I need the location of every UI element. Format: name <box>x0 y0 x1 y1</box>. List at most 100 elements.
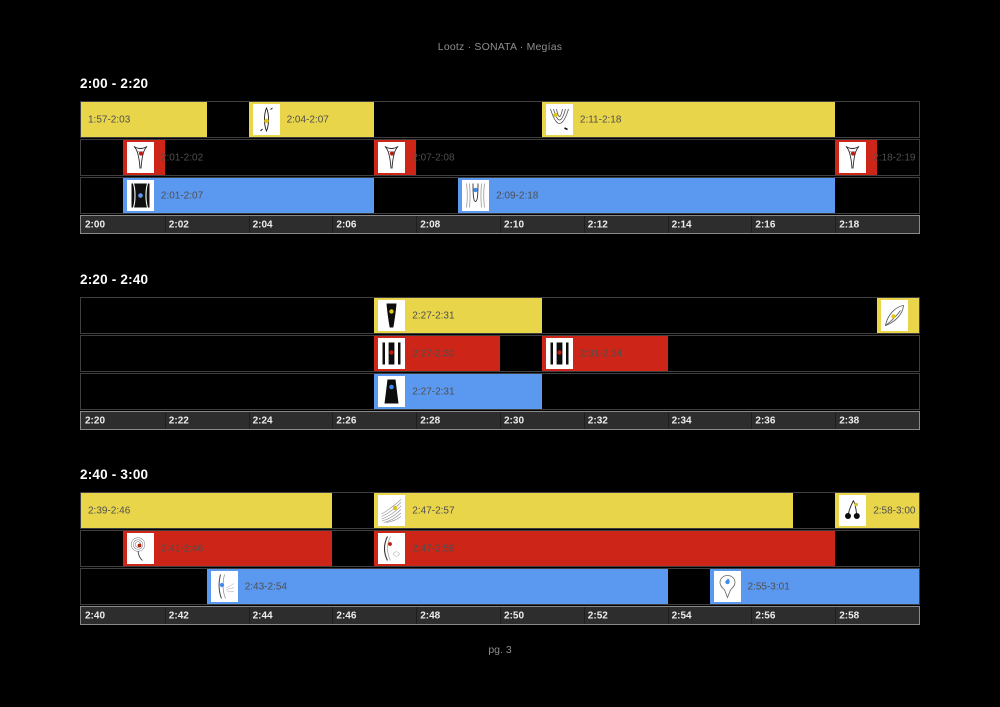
tick-label: 2:56 <box>755 610 776 621</box>
segment-label: 2:43-2:54 <box>244 581 287 592</box>
tick-label: 2:40 <box>85 610 106 621</box>
segment-label: 2:31-2:34 <box>579 348 623 359</box>
tick-divider <box>835 216 837 233</box>
tick-label: 2:44 <box>252 610 273 621</box>
tick-label: 2:08 <box>420 219 441 230</box>
timeline-row-red: 2:01-2:02 2:07-2:08 2:18-2:19 <box>80 139 920 176</box>
timeline-segment: 2:18-2:19 <box>835 140 915 175</box>
timeline-section: 2:40 - 3:00 2:39-2:46 2:47-2:57 2:58-3:00 2:… <box>80 467 920 625</box>
segment-label: 2:47-2:58 <box>412 543 455 554</box>
nested-arcs-icon <box>545 104 573 135</box>
timeline-row-blue: 2:43-2:54 2:55-3:01 <box>80 568 920 605</box>
tick-divider <box>332 412 334 429</box>
tick-divider <box>164 412 166 429</box>
tick-label: 2:16 <box>755 219 776 230</box>
tick-divider <box>583 216 585 233</box>
tick-label: 2:06 <box>336 219 357 230</box>
segment-label: 2:39-2:46 <box>88 505 131 516</box>
timeline-segment <box>877 298 919 333</box>
tick-label: 2:18 <box>839 219 860 230</box>
timeline-segment: 2:55-3:01 <box>709 569 919 604</box>
arc-swirl-icon <box>378 533 406 564</box>
timeline-segment: 2:11-2:18 <box>541 102 836 137</box>
timeline-segment: 2:31-2:34 <box>541 336 668 371</box>
tick-label: 2:54 <box>671 610 692 621</box>
segment-label: 2:58-3:00 <box>873 505 916 516</box>
tick-label: 2:42 <box>168 610 189 621</box>
banded-square-icon <box>545 338 573 369</box>
tick-label: 2:02 <box>168 219 189 230</box>
tick-label: 2:50 <box>504 610 525 621</box>
tick-label: 2:12 <box>587 219 608 230</box>
timeline-segment: 1:57-2:03 <box>81 102 207 137</box>
timeline-row-blue: 2:01-2:07 2:09-2:18 <box>80 177 920 214</box>
banded-square-icon <box>378 338 406 369</box>
tick-label: 2:10 <box>504 219 525 230</box>
tick-divider <box>667 607 669 624</box>
page-number: pg. 3 <box>488 644 512 656</box>
tick-label: 2:24 <box>252 415 273 426</box>
funnel-icon <box>839 142 867 173</box>
tick-label: 2:04 <box>252 219 273 230</box>
segment-label: 2:07-2:08 <box>412 152 455 163</box>
tick-divider <box>164 607 166 624</box>
tick-divider <box>416 216 418 233</box>
tick-label: 2:28 <box>420 415 441 426</box>
tick-divider <box>248 607 250 624</box>
segment-label: 1:57-2:03 <box>88 114 131 125</box>
curtain-icon <box>126 180 154 211</box>
leaf-icon <box>881 300 909 331</box>
page-title: Lootz · SONATA · Megías <box>437 41 563 53</box>
timeline-segment: 2:43-2:54 <box>206 569 668 604</box>
segment-label: 2:01-2:02 <box>160 152 204 163</box>
wedge-icon <box>378 300 406 331</box>
section-title: 2:40 - 3:00 <box>80 467 149 482</box>
time-axis: 2:40 2:42 2:44 2:46 2:48 2:50 2:52 2:54 2:56 2:58 <box>80 606 920 625</box>
time-axis: 2:00 2:02 2:04 2:06 2:08 2:10 2:12 2:14 2:16 2:18 <box>80 215 920 234</box>
timeline-segment: 2:01-2:02 <box>122 140 203 175</box>
spiral-icon <box>126 533 154 564</box>
timeline-segment: 2:39-2:46 <box>81 493 333 528</box>
tick-label: 2:00 <box>85 219 106 230</box>
timeline-segment: 2:41-2:46 <box>122 531 333 566</box>
tick-divider <box>751 412 753 429</box>
tick-label: 2:38 <box>839 415 860 426</box>
tick-label: 2:52 <box>587 610 608 621</box>
tick-label: 2:32 <box>587 415 608 426</box>
segment-label: 2:04-2:07 <box>286 114 329 125</box>
tick-label: 2:20 <box>85 415 106 426</box>
segment-label: 2:18-2:19 <box>873 152 916 163</box>
tick-divider <box>500 412 501 429</box>
timeline-segment: 2:01-2:07 <box>122 178 375 213</box>
curved-lines-icon <box>210 571 238 602</box>
tick-divider <box>835 412 837 429</box>
cherries-icon <box>839 495 867 526</box>
tick-divider <box>835 607 837 624</box>
timeline-segment: 2:58-3:00 <box>835 493 919 528</box>
segment-label: 2:09-2:18 <box>496 190 539 201</box>
timeline-segment: 2:07-2:08 <box>374 140 455 175</box>
segment-label: 2:41-2:46 <box>160 543 204 554</box>
tick-divider <box>164 216 166 233</box>
timeline-segment: 2:47-2:58 <box>374 531 836 566</box>
timeline-segment: 2:27-2:31 <box>374 298 542 333</box>
tick-label: 2:26 <box>336 415 357 426</box>
segment-label: 2:27-2:31 <box>412 310 455 321</box>
grooved-u-icon <box>462 180 490 211</box>
pod-icon <box>252 104 280 135</box>
pin-icon <box>713 571 741 602</box>
timeline-segment: 2:04-2:07 <box>248 102 375 137</box>
tick-divider <box>583 412 585 429</box>
timeline-segment: 2:47-2:57 <box>374 493 794 528</box>
tick-divider <box>332 607 334 624</box>
segment-label: 2:11-2:18 <box>579 114 622 125</box>
tick-label: 2:58 <box>839 610 860 621</box>
tick-divider <box>416 607 418 624</box>
tick-label: 2:22 <box>168 415 189 426</box>
timeline-section: 2:00 - 2:20 1:57-2:03 2:04-2:07 2:11-2:18 2:… <box>80 76 920 234</box>
tick-divider <box>667 412 669 429</box>
tick-divider <box>500 607 501 624</box>
timeline-segment: 2:27-2:30 <box>374 336 500 371</box>
tick-divider <box>332 216 334 233</box>
segment-label: 2:47-2:57 <box>412 505 455 516</box>
